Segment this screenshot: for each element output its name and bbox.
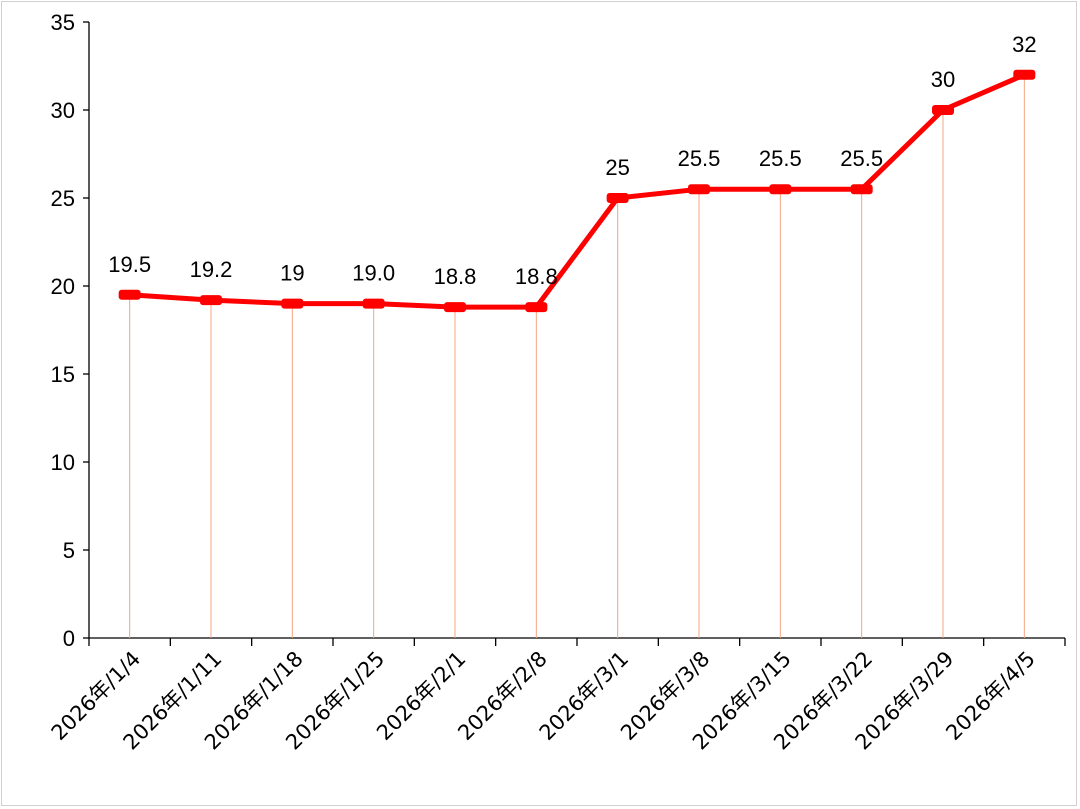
data-label: 19.0 [352, 261, 395, 286]
data-point [850, 184, 873, 195]
data-point [444, 302, 466, 313]
y-tick-label: 30 [51, 98, 75, 123]
y-tick-label: 10 [51, 450, 75, 475]
data-point [606, 193, 629, 203]
data-point [200, 295, 222, 306]
y-tick-label: 20 [51, 274, 75, 299]
data-point [525, 302, 548, 313]
data-label: 25 [605, 155, 629, 180]
data-label: 25.5 [678, 146, 721, 171]
data-point [1013, 69, 1036, 80]
y-tick-label: 25 [51, 186, 75, 211]
y-tick-label: 15 [51, 362, 75, 387]
data-point [281, 298, 304, 309]
data-point [688, 184, 710, 195]
data-point [118, 289, 141, 300]
data-label: 18.8 [434, 264, 477, 289]
data-point [932, 105, 954, 115]
data-label: 25.5 [840, 146, 883, 171]
y-tick-label: 35 [51, 10, 75, 35]
series-line [129, 72, 1026, 310]
data-label: 19 [280, 261, 304, 286]
y-tick-label: 5 [63, 538, 75, 563]
data-label: 19.5 [108, 252, 151, 277]
data-label: 25.5 [759, 146, 802, 171]
data-label: 19.2 [190, 257, 233, 282]
y-tick-label: 0 [63, 626, 75, 651]
data-label: 32 [1012, 32, 1036, 57]
data-point [362, 298, 385, 309]
data-point [769, 184, 792, 195]
data-label: 18.8 [515, 264, 558, 289]
data-label: 30 [931, 67, 955, 92]
